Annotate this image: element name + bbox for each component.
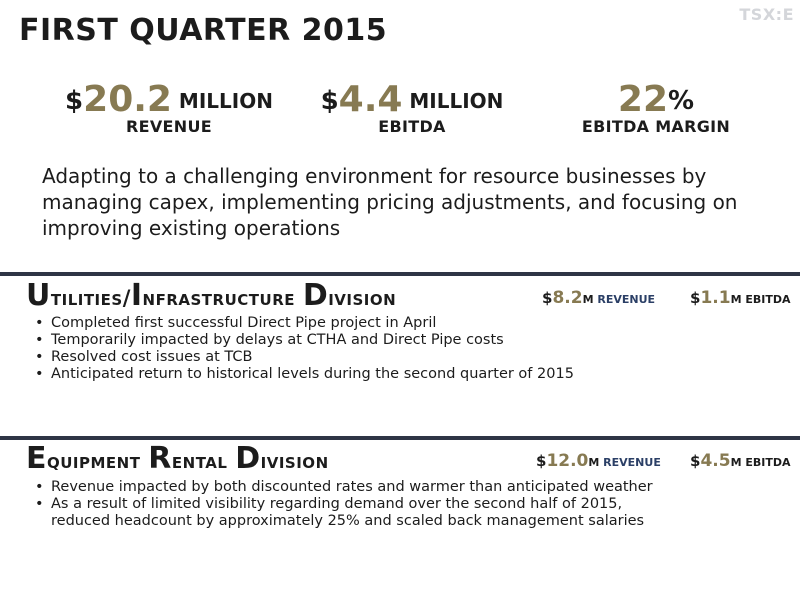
division-revenue-stat: $12.0M REVENUE [536,451,661,471]
metric-ebitda-value: 4.4 [338,79,403,120]
division-ebitda-stat: $4.5M EBITDA [690,451,791,471]
list-item: Anticipated return to historical levels … [34,366,684,383]
metric-ebitda-prefix: $ [320,86,339,116]
section-divider [0,436,800,440]
division-revenue-value: 12.0 [546,451,589,471]
metric-margin-suffix: % [668,86,695,116]
page-title: FIRST QUARTER 2015 [19,13,388,48]
metric-ebitda-value-line: $4.4 MILLION [318,82,506,119]
metric-revenue-suffix: MILLION [171,89,273,113]
list-item: Completed first successful Direct Pipe p… [34,315,684,332]
metric-margin-value-line: 22% [572,82,740,119]
metric-ebitda: $4.4 MILLION EBITDA [318,82,506,137]
metric-ebitda-suffix: MILLION [402,89,504,113]
metric-revenue-prefix: $ [65,86,84,116]
intro-paragraph: Adapting to a challenging environment fo… [42,164,738,240]
list-item: Temporarily impacted by delays at CTHA a… [34,332,684,349]
division-revenue-stat: $8.2M REVENUE [542,288,656,308]
division-title-utilities: Utilities/Infrastructure Division [26,278,397,313]
list-item: Revenue impacted by both discounted rate… [34,479,684,496]
metric-revenue-value: 20.2 [83,79,172,120]
metric-revenue-caption: REVENUE [126,117,212,136]
metric-revenue: $20.2 MILLION REVENUE [63,82,275,137]
metric-ebitda-margin: 22% EBITDA MARGIN [572,82,740,137]
ticker-symbol: TSX:E [739,5,794,24]
metric-margin-caption: EBITDA MARGIN [581,117,731,136]
division-bullet-list: Revenue impacted by both discounted rate… [34,479,684,530]
list-item: As a result of limited visibility regard… [34,496,684,530]
division-ebitda-stat: $1.1M EBITDA [690,288,791,308]
metric-ebitda-caption: EBITDA [378,117,446,136]
division-ebitda-value: 1.1 [700,288,731,308]
section-divider [0,272,800,276]
division-revenue-value: 8.2 [552,288,583,308]
list-item: Resolved cost issues at TCB [34,349,684,366]
metric-margin-value: 22 [617,79,669,120]
metric-revenue-value-line: $20.2 MILLION [63,82,275,119]
division-ebitda-value: 4.5 [700,451,731,471]
division-title-equipment-rental: Equipment Rental Division [26,441,329,476]
division-bullet-list: Completed first successful Direct Pipe p… [34,315,684,383]
